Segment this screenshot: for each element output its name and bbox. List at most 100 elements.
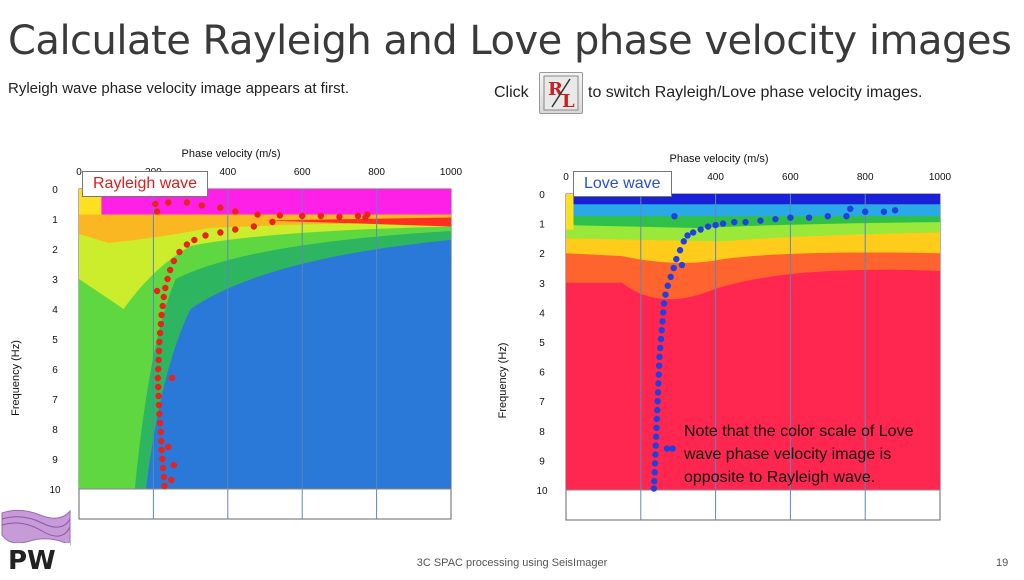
data-point (652, 442, 659, 449)
x-axis-label: Phase velocity (m/s) (669, 153, 768, 165)
data-point (684, 232, 691, 239)
data-point (191, 236, 198, 244)
data-point (159, 464, 167, 472)
data-point (336, 213, 343, 221)
x-tick-label: 800 (368, 167, 385, 178)
data-point (153, 287, 161, 295)
data-point (657, 335, 665, 343)
data-point (704, 223, 712, 230)
data-point (156, 419, 164, 427)
data-point (663, 445, 671, 452)
data-point (354, 212, 362, 220)
data-point (653, 415, 661, 423)
data-point (680, 238, 688, 245)
x-tick-label: 400 (219, 167, 236, 178)
love-legend: Love wave (573, 171, 672, 197)
data-point (217, 229, 224, 236)
data-point (152, 200, 159, 208)
data-point (880, 208, 888, 215)
rayleigh-chart-svg: 02004006008001000012345678910Phase veloc… (10, 148, 463, 520)
x-tick-label: 1000 (440, 167, 463, 178)
data-point (655, 371, 662, 378)
data-point (657, 344, 664, 352)
data-point (891, 207, 899, 214)
data-point (658, 326, 665, 334)
data-point (660, 300, 668, 307)
subtitle: Ryleigh wave phase velocity image appear… (8, 80, 350, 97)
data-point (159, 455, 166, 463)
data-point (667, 273, 674, 281)
data-point (217, 204, 224, 211)
data-point (176, 248, 183, 256)
data-point (232, 208, 239, 215)
data-point (655, 362, 663, 369)
data-point (155, 347, 163, 355)
rayleigh-chart: 02004006008001000012345678910Phase veloc… (0, 110, 470, 530)
y-tick-label: 4 (52, 305, 58, 316)
data-point (158, 311, 165, 319)
y-tick-label: 8 (539, 427, 545, 438)
data-point (654, 406, 661, 414)
data-point (232, 226, 239, 233)
y-tick-label: 5 (52, 335, 58, 346)
y-tick-label: 4 (539, 308, 545, 319)
data-point (772, 215, 779, 223)
data-point (183, 199, 191, 206)
data-point (689, 229, 697, 236)
y-tick-label: 9 (539, 456, 545, 467)
y-tick-label: 3 (539, 279, 545, 290)
y-tick-label: 1 (52, 215, 58, 226)
data-point (664, 282, 671, 289)
y-tick-label: 5 (539, 338, 545, 349)
data-point (164, 275, 171, 283)
data-point (673, 255, 680, 263)
y-tick-label: 0 (52, 185, 58, 196)
data-point (154, 374, 162, 382)
data-point (653, 424, 660, 432)
data-point (153, 208, 161, 215)
data-point (156, 329, 164, 337)
svg-text:PW: PW (8, 546, 56, 575)
data-point (742, 218, 749, 226)
y-tick-label: 7 (539, 397, 545, 408)
color-scale-note: Note that the color scale of Love wave p… (684, 423, 914, 486)
data-point (166, 266, 174, 274)
data-point (787, 214, 794, 221)
data-point (299, 212, 306, 220)
data-point (276, 212, 284, 219)
data-point (654, 389, 662, 396)
y-tick-label: 10 (536, 486, 548, 497)
love-chart: 02004006008001000012345678910Phase veloc… (488, 115, 958, 530)
data-point (250, 223, 258, 230)
data-point (168, 374, 176, 382)
data-point (160, 293, 168, 301)
y-axis-label: Frequency (Hz) (10, 340, 22, 416)
y-axis-label: Frequency (Hz) (497, 343, 509, 419)
y-tick-label: 9 (52, 455, 58, 466)
phase-velocity-image (566, 194, 940, 490)
page-number: 19 (996, 557, 1009, 569)
x-tick-label: 0 (76, 167, 82, 178)
data-point (170, 257, 178, 265)
data-point (202, 232, 209, 239)
data-point (155, 365, 162, 373)
data-point (165, 199, 172, 206)
data-point (656, 353, 663, 360)
data-point (843, 213, 850, 220)
switch-instruction-label: to switch Rayleigh/Love phase velocity i… (588, 84, 923, 101)
rayleigh-love-switch-icon[interactable]: R L (539, 72, 583, 114)
data-point (660, 309, 667, 316)
y-tick-label: 0 (539, 190, 545, 201)
data-point (676, 247, 684, 254)
x-tick-label: 1000 (929, 172, 952, 183)
data-point (170, 461, 178, 469)
data-point (662, 291, 669, 298)
data-point (161, 482, 168, 490)
phase-velocity-image (79, 189, 451, 489)
data-point (862, 208, 869, 215)
x-tick-label: 800 (857, 172, 874, 183)
data-point (317, 212, 324, 220)
data-point (650, 485, 658, 492)
data-point (269, 218, 276, 226)
data-point (652, 433, 660, 440)
